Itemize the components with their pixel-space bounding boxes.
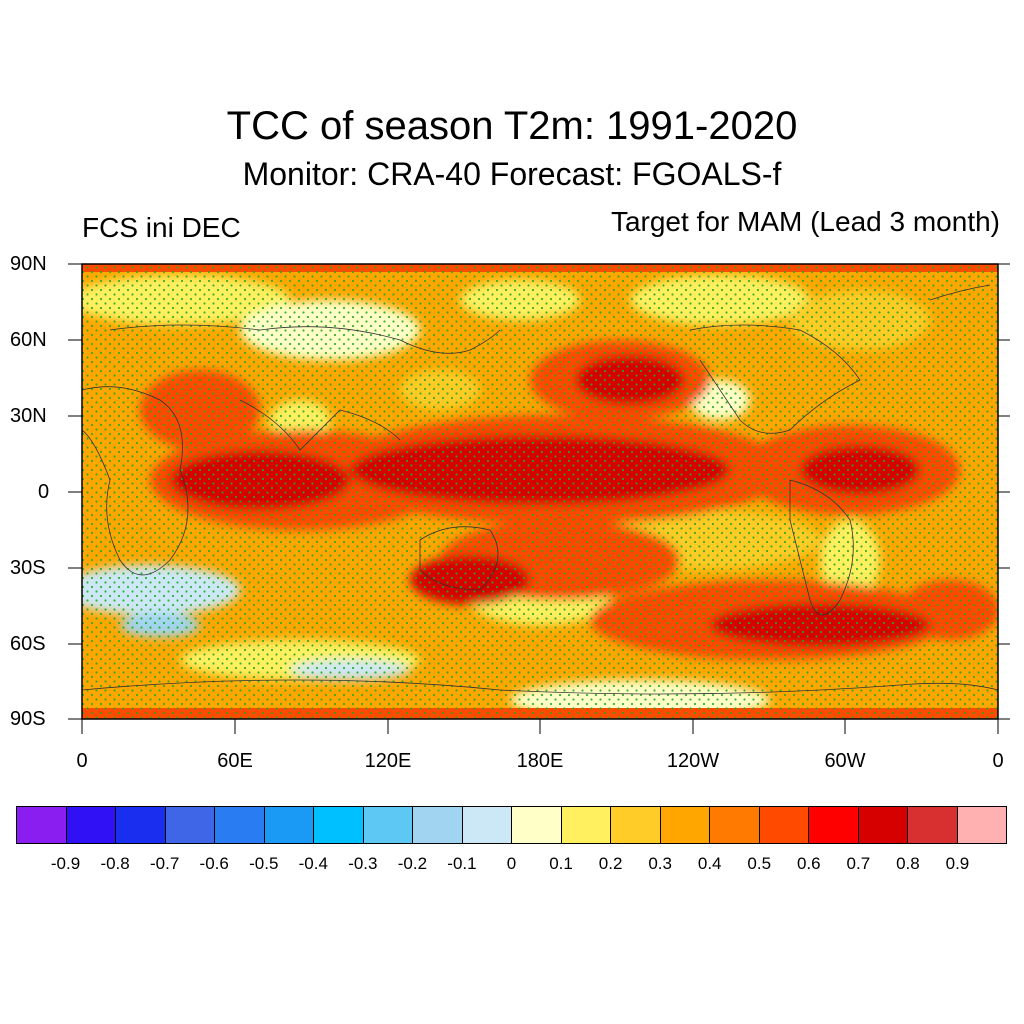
colorbar-label: -0.7 bbox=[149, 854, 180, 873]
xtick-label: 0 bbox=[76, 750, 88, 772]
colorbar-cell bbox=[858, 807, 908, 843]
colorbar-cell bbox=[611, 807, 661, 843]
init-label: FCS ini DEC bbox=[82, 212, 241, 243]
colorbar-cell bbox=[660, 807, 710, 843]
ytick-label: 60S bbox=[10, 633, 46, 655]
colorbar-cell bbox=[908, 807, 958, 843]
colorbar bbox=[16, 806, 1007, 844]
target-label: Target for MAM (Lead 3 month) bbox=[610, 206, 1000, 237]
colorbar-label: -0.1 bbox=[447, 854, 477, 873]
colorbar-label: -0.6 bbox=[199, 854, 229, 873]
xtick-label: 120W bbox=[666, 750, 720, 772]
colorbar-cell bbox=[66, 807, 116, 843]
ytick-label: 30S bbox=[10, 557, 46, 579]
figure-subtitle: Monitor: CRA-40 Forecast: FGOALS-f bbox=[242, 156, 782, 192]
colorbar-label: -0.9 bbox=[50, 854, 81, 873]
figure-title: TCC of season T2m: 1991-2020 bbox=[226, 104, 798, 148]
colorbar-label: 0.8 bbox=[896, 854, 920, 873]
colorbar-cell bbox=[413, 807, 463, 843]
xtick-label: 60W bbox=[824, 750, 866, 772]
colorbar-label: 0.6 bbox=[796, 854, 821, 873]
colorbar-cell bbox=[957, 807, 1006, 843]
tcc-map bbox=[68, 263, 1010, 734]
map-field bbox=[82, 264, 998, 719]
colorbar-cell bbox=[759, 807, 809, 843]
colorbar-label: -0.2 bbox=[397, 854, 428, 873]
colorbar-cell bbox=[17, 807, 67, 843]
ytick-label: 60N bbox=[10, 329, 47, 351]
ytick-label: 0 bbox=[38, 481, 50, 503]
colorbar-cell bbox=[116, 807, 166, 843]
colorbar-label: 0 bbox=[506, 854, 517, 873]
colorbar-label: -0.3 bbox=[348, 854, 378, 873]
xtick-label: 120E bbox=[364, 750, 412, 772]
colorbar-cell bbox=[165, 807, 215, 843]
colorbar-label: 0.4 bbox=[697, 854, 722, 873]
colorbar-cell bbox=[215, 807, 265, 843]
xtick-label: 0 bbox=[992, 750, 1004, 772]
ytick-label: 90N bbox=[10, 253, 47, 275]
colorbar-cell bbox=[809, 807, 859, 843]
colorbar-cell bbox=[710, 807, 760, 843]
colorbar-label: 0.5 bbox=[747, 854, 772, 873]
xtick-label: 60E bbox=[217, 750, 253, 772]
colorbar-label: 0.1 bbox=[549, 854, 573, 873]
colorbar-label: -0.4 bbox=[298, 854, 328, 873]
colorbar-label: 0.7 bbox=[846, 854, 871, 873]
colorbar-label: -0.8 bbox=[100, 854, 130, 873]
colorbar-cell bbox=[363, 807, 413, 843]
colorbar-label: -0.5 bbox=[249, 854, 279, 873]
colorbar-label: 0.2 bbox=[598, 854, 623, 873]
colorbar-cell bbox=[561, 807, 611, 843]
xtick-label: 180E bbox=[516, 750, 564, 772]
colorbar-label: 0.9 bbox=[945, 854, 970, 873]
colorbar-label: 0.3 bbox=[648, 854, 672, 873]
colorbar-cell bbox=[314, 807, 364, 843]
colorbar-cell bbox=[512, 807, 562, 843]
ytick-label: 30N bbox=[10, 405, 47, 427]
colorbar-cell bbox=[462, 807, 512, 843]
colorbar-cell bbox=[264, 807, 314, 843]
ytick-label: 90S bbox=[10, 708, 46, 730]
